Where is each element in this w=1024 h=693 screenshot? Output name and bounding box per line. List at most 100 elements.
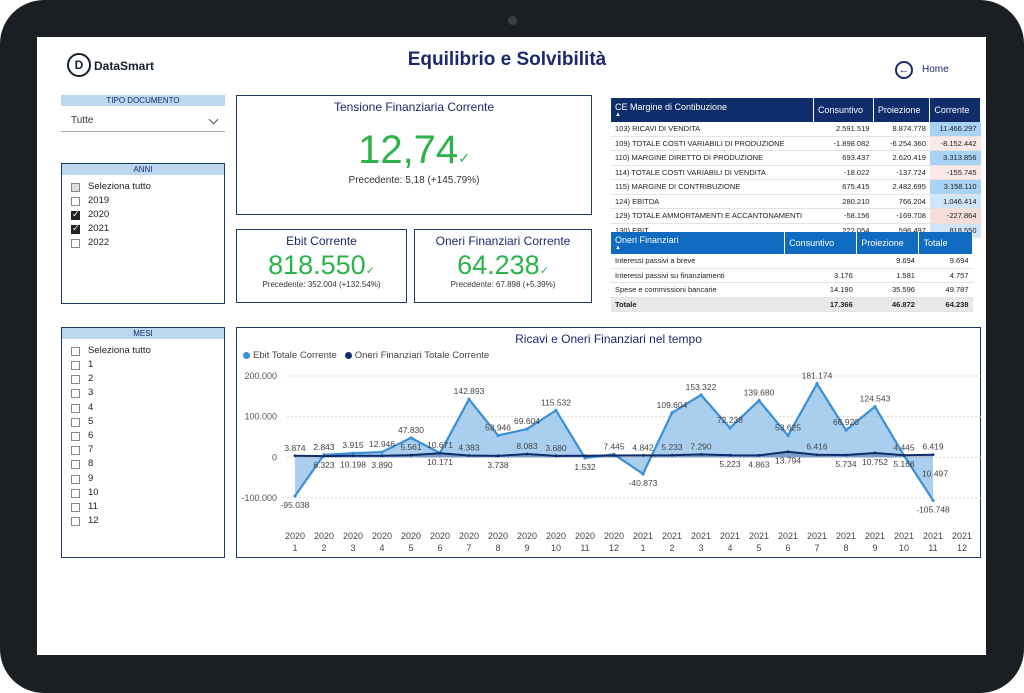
table-cell: 64.238 [918,297,973,312]
data-label: 13.794 [775,456,801,466]
data-label: 3.738 [487,460,509,470]
table-cell: -155.745 [929,165,981,180]
camera-dot [508,16,517,25]
ebit-point [467,397,471,401]
kpi-previous: Precedente: 5,18 (+145.79%) [348,175,480,186]
legend-item-ebit[interactable]: Ebit Totale Corrente [243,350,337,361]
logo-text: DataSmart [94,59,155,73]
table-cell: -6.254.360 [873,136,930,151]
x-tick-year: 2021 [662,531,682,541]
data-label: 4.383 [458,443,480,453]
kpi-value: 818.550✓ [268,250,375,280]
ebit-point [496,433,500,437]
x-tick-month: 11 [928,543,937,553]
table-cell: 675.415 [813,179,874,195]
table-row: Spese e commissioni bancarie 14.190 35.596… [611,282,973,298]
column-header[interactable]: Proiezione [856,232,920,254]
oneri-point [699,452,703,456]
data-label: 181.174 [802,371,833,381]
oneri-point [380,454,384,458]
legend-dot-icon [344,351,352,359]
oneri-point [467,454,471,457]
x-tick-year: 2020 [430,531,450,541]
data-label: 53.946 [485,422,511,432]
kpi-card-oneri: Oneri Finanziari Corrente 64.238✓ Preced… [414,229,592,303]
data-label: 109.604 [657,400,688,410]
data-label: 5.734 [835,459,857,469]
table-cell: 17.366 [784,297,857,312]
chart-title: Ricavi e Oneri Finanziari nel tempo [515,332,702,346]
ebit-point [351,451,355,455]
column-header[interactable]: CE Margine di Contibuzione ▲ [611,98,814,122]
checkbox[interactable] [71,183,80,192]
table-cell: Spese e commissioni bancarie [611,282,785,298]
kpi-value: 12,74✓ [358,128,470,172]
oneri-point [815,453,819,457]
checkbox[interactable] [71,474,80,484]
column-header[interactable]: Consuntivo [784,232,858,254]
sort-arrow-icon[interactable]: ▲ [615,245,621,251]
checkbox[interactable] [71,517,80,527]
x-tick-year: 2020 [459,531,479,541]
x-tick-year: 2021 [952,531,972,541]
column-header[interactable]: Consuntivo [813,98,874,122]
logo-mark: D [67,53,91,77]
table-cell: -227.864 [929,208,981,224]
table-cell: 2.620.419 [873,150,930,166]
data-label: 5.233 [661,442,683,452]
checkbox[interactable] [71,488,80,498]
checkbox[interactable] [71,503,80,512]
checkbox[interactable] [71,460,80,470]
oneri-point [496,454,500,458]
x-tick-year: 2020 [314,531,334,541]
x-tick-month: 4 [379,543,384,553]
chart-plot: 200.000 100.000 0 -100.000 2020 1 2020 2 2020 3 20… [241,371,982,553]
report-canvas: D DataSmart Equilibrio e Solvibilità ← H… [37,37,986,655]
checkbox[interactable] [71,223,80,234]
ce-margine-table: CE Margine di Contibuzione ▲ Consuntivo Pro… [611,98,981,238]
checkbox[interactable] [71,361,80,370]
checkbox[interactable] [71,375,80,385]
x-tick-month: 9 [524,543,529,553]
x-tick-month: 1 [640,543,645,553]
table-cell: Interessi passivi a breve [611,254,785,269]
checkbox[interactable] [71,417,80,427]
oneri-point [641,453,645,457]
checkbox[interactable] [71,209,80,220]
table-row: Interessi passivi su finanziamenti 3.176 1… [611,268,973,283]
sort-arrow-icon[interactable]: ▲ [615,112,621,118]
data-label: 139.680 [744,388,775,398]
table-cell: 49.787 [918,282,973,298]
checkbox[interactable] [71,432,80,441]
x-tick-year: 2020 [401,531,421,541]
checkbox[interactable] [71,403,80,413]
tipo-documento-dropdown[interactable]: Tutte [61,111,225,132]
checkbox[interactable] [71,389,80,399]
column-header[interactable]: Corrente [929,98,981,122]
checkbox[interactable] [71,239,80,248]
data-label: 47.830 [398,425,424,435]
column-header[interactable]: Totale [918,232,973,254]
table-cell: 766.204 [873,194,930,209]
check-icon: ✓ [539,265,549,277]
data-label: 66.920 [833,417,859,427]
x-tick-year: 2021 [865,531,885,541]
legend-dot-icon [243,351,250,359]
x-tick-month: 7 [814,543,819,553]
x-tick-year: 2021 [691,531,711,541]
column-header[interactable]: Oneri Finanziari ▲ [611,232,786,254]
checkbox[interactable] [71,347,80,356]
oneri-point [322,454,326,458]
x-tick-month: 12 [609,543,619,553]
column-header[interactable]: Proiezione [873,98,931,122]
kpi-title: Oneri Finanziari Corrente [435,234,571,248]
legend-item-oneri[interactable]: Oneri Finanziari Totale Corrente [344,350,489,361]
x-tick-month: 12 [957,543,967,553]
checkbox[interactable] [71,446,80,456]
oneri-finanziari-table: Oneri Finanziari ▲ Consuntivo Proiezione Tot… [611,232,973,312]
checkbox[interactable] [71,197,80,206]
of-table: Oneri Finanziari ▲ Consuntivo Proiezione Tot… [611,232,973,312]
table-cell: 129) TOTALE AMMORTAMENTI E ACCANTONAMENT… [611,208,814,224]
kpi-title: Ebit Corrente [286,234,357,248]
data-label: 4.842 [632,442,654,452]
